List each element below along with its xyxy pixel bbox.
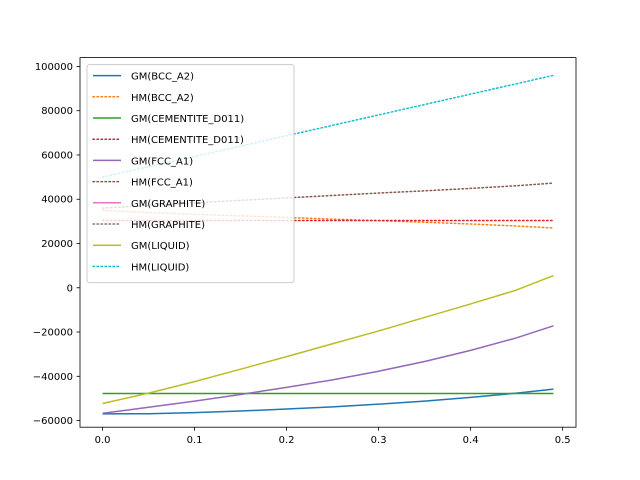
y-tick-label: 100000 [35, 62, 73, 73]
y-tick-label: 20000 [41, 239, 73, 250]
legend-label: GM(BCC_A2) [131, 72, 194, 83]
legend-label: GM(LIQUID) [131, 241, 190, 252]
y-tick-label: −40000 [33, 372, 73, 383]
axes-frame [79, 57, 577, 428]
legend-label: HM(CEMENTITE_D011) [131, 135, 244, 146]
x-axis: 0.0 0.1 0.2 0.3 0.4 0.5 [95, 427, 571, 446]
x-tick-label: 0.4 [463, 435, 479, 446]
series-line-0 [102, 388, 554, 415]
legend-label: HM(GRAPHITE) [131, 220, 205, 231]
y-tick-label: −60000 [33, 416, 73, 427]
legend-label: HM(FCC_A1) [131, 178, 193, 189]
x-tick-label: 0.2 [279, 435, 295, 446]
y-tick-label: 60000 [41, 150, 73, 161]
y-tick-label: 0 [67, 283, 73, 294]
x-tick-label: 0.5 [555, 435, 571, 446]
y-tick-label: 40000 [41, 195, 73, 206]
series-line-8 [102, 274, 554, 405]
legend-label: HM(LIQUID) [131, 262, 189, 273]
y-tick-label: 80000 [41, 106, 73, 117]
x-tick-label: 0.0 [95, 435, 111, 446]
legend: GM(BCC_A2) HM(BCC_A2) GM(CEMENTITE_D011) HM… [86, 64, 295, 284]
series-line-9 [101, 74, 555, 178]
legend-label: GM(GRAPHITE) [131, 199, 205, 210]
legend-box [86, 64, 295, 284]
x-tick-label: 0.3 [371, 435, 387, 446]
legend-label: GM(CEMENTITE_D011) [131, 114, 244, 125]
legend-label: GM(FCC_A1) [131, 156, 193, 167]
y-tick-label: −20000 [33, 328, 73, 339]
legend-label: HM(BCC_A2) [131, 93, 194, 104]
y-axis: −60000 −40000 −20000 0 20000 40000 60000 80000 1… [33, 62, 80, 427]
x-tick-label: 0.1 [187, 435, 203, 446]
series-line-4 [102, 325, 554, 415]
